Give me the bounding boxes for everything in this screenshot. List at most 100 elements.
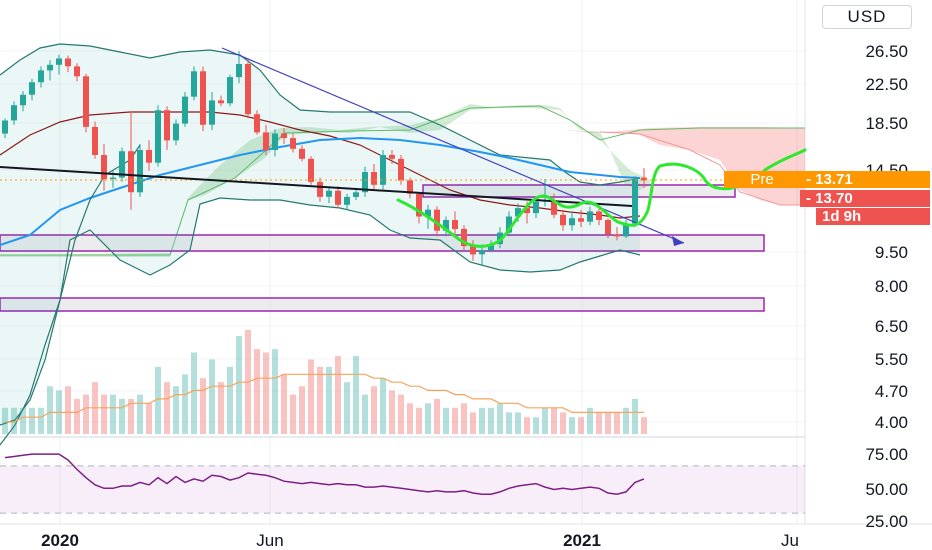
volume-bar	[443, 407, 449, 434]
candle-body	[74, 66, 80, 77]
candle-body	[317, 181, 323, 197]
candle-body	[200, 71, 206, 125]
volume-bar	[110, 394, 116, 434]
candle-body	[551, 200, 557, 215]
volume-bar	[614, 412, 620, 434]
volume-bar	[11, 407, 17, 434]
candle-body	[20, 94, 26, 106]
volume-bar	[434, 398, 440, 434]
volume-bar	[533, 417, 539, 434]
bollinger-lower-early	[0, 144, 141, 446]
currency-selector[interactable]: USD	[822, 5, 912, 29]
rsi-line	[4, 453, 645, 495]
volume-bar	[20, 407, 26, 434]
time-tick-jul: Ju	[781, 531, 799, 550]
candle-body	[416, 193, 422, 217]
volume-bar	[290, 394, 296, 434]
candle-body	[623, 223, 629, 237]
volume-bar	[344, 382, 350, 434]
candle-body	[407, 180, 413, 194]
volume-bar	[2, 407, 8, 434]
candle-body	[299, 148, 305, 159]
candle-body	[110, 177, 116, 179]
bollinger-upper	[0, 43, 641, 186]
candle-body	[254, 114, 260, 133]
volume-bar	[47, 386, 53, 434]
candle-body	[47, 64, 53, 71]
volume-bar	[371, 386, 377, 434]
chart-grid	[0, 0, 932, 525]
volume-bar	[353, 356, 359, 434]
volume-bar	[479, 407, 485, 434]
volume-bar	[551, 407, 557, 434]
last-price-dash: -	[806, 190, 816, 207]
zone-7.5	[0, 297, 765, 312]
candle-body	[587, 211, 593, 222]
candle-body	[452, 220, 458, 229]
candle-body	[614, 234, 620, 237]
candle-body	[461, 228, 467, 247]
candle-body	[164, 110, 170, 141]
rsi-tick: 25.00	[865, 512, 908, 531]
volume-bar	[299, 386, 305, 434]
price-tick: 18.50	[865, 114, 908, 133]
volume-bar	[488, 407, 494, 434]
candle-body	[569, 218, 575, 226]
candle-body	[506, 216, 512, 233]
volume-bar	[218, 382, 224, 434]
rsi-band	[0, 465, 805, 514]
volume-bar	[146, 403, 152, 434]
candle-body	[272, 133, 278, 150]
candle-body	[65, 58, 71, 67]
volume-bar	[209, 359, 215, 434]
candle-body	[596, 211, 602, 220]
candle-body	[479, 250, 485, 255]
volume-bar	[623, 407, 629, 434]
zone-13.7	[422, 184, 736, 198]
candle-body	[2, 120, 8, 134]
volume-bar	[542, 407, 548, 434]
candle-body	[524, 208, 530, 214]
candle-body	[398, 158, 404, 181]
candle-body	[83, 76, 89, 127]
volume-bar	[191, 352, 197, 434]
candle-body	[515, 208, 521, 217]
price-axis[interactable]: 26.50 22.50 18.50 14.50 9.50 8.00 6.50 5…	[865, 42, 908, 531]
volume-bar	[137, 394, 143, 434]
volume-bar	[605, 412, 611, 434]
candle-body	[92, 126, 98, 155]
candle-body	[137, 150, 143, 193]
volume-bar	[524, 417, 530, 434]
senkou-span-a	[0, 105, 805, 256]
volume-bar	[83, 394, 89, 434]
volume-bar	[272, 349, 278, 434]
premarket-tag: Pre	[724, 171, 800, 188]
price-tick: 8.00	[875, 277, 908, 296]
premarket-price-value: 13.71	[815, 171, 853, 188]
volume-moving-average	[5, 373, 644, 423]
time-axis[interactable]: 2020 Jun 2021 Ju	[41, 531, 799, 550]
volume-bar	[164, 382, 170, 434]
candle-body	[56, 58, 62, 65]
candle-body	[605, 220, 611, 235]
trend-drawings	[0, 47, 807, 248]
candle-body	[344, 196, 350, 205]
rsi-tick: 75.00	[865, 445, 908, 464]
price-tick: 5.50	[875, 350, 908, 369]
volume-bar	[155, 366, 161, 434]
volume-bar	[641, 417, 647, 434]
candle-body	[560, 214, 566, 226]
moving-average-blue	[0, 136, 641, 246]
candle-body	[29, 82, 35, 95]
volume-bar	[407, 403, 413, 434]
candle-body	[353, 192, 359, 197]
candle-body	[470, 246, 476, 255]
volume-bar	[587, 407, 593, 434]
volume-bar	[317, 366, 323, 434]
candle-body	[11, 105, 17, 121]
candle-body	[155, 110, 161, 163]
volume-bar	[326, 366, 332, 434]
volume-bar	[281, 374, 287, 434]
volume-bar	[506, 412, 512, 434]
